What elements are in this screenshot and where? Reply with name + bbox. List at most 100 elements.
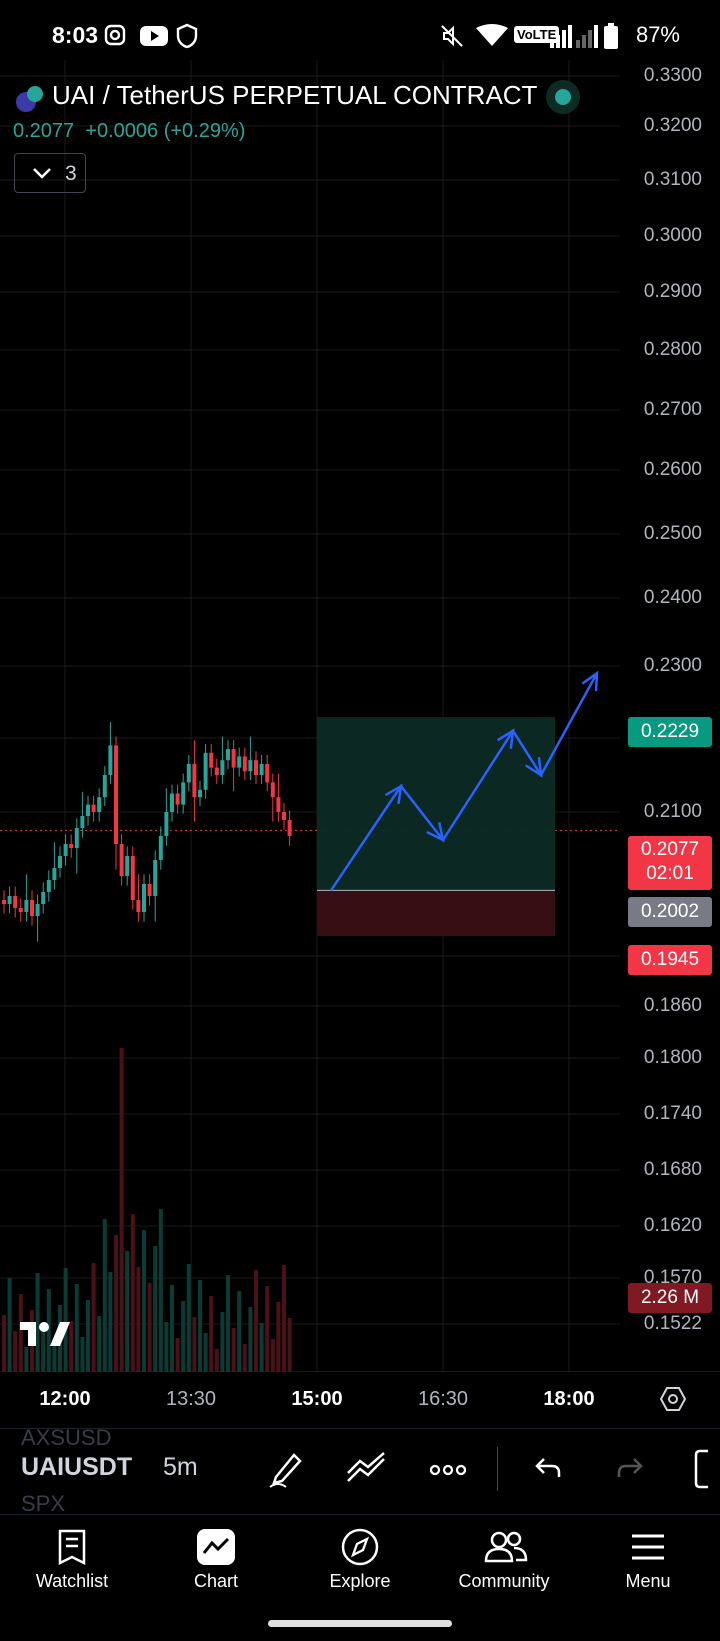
candle-body [41,892,46,904]
nav-label: Explore [329,1571,391,1591]
chart-toolbar: AXSUSD UAIUSDT SPX 5m [0,1425,720,1516]
volume-bar [2,1315,6,1372]
price-axis-label: 0.1800 [643,1047,702,1068]
candle-body [86,804,90,816]
volume-bars [2,1048,292,1372]
candle-body [69,844,74,848]
volume-bar [69,1321,74,1372]
candle-body [91,804,96,812]
wifi-icon [474,24,510,53]
candle-body [181,782,186,805]
adjacent-symbol-above: AXSUSD [21,1425,112,1450]
symbol-logo-icon [14,86,46,119]
volume-bar [242,1344,247,1372]
trend-drawing-icon[interactable] [346,1451,388,1492]
home-indicator[interactable] [268,1620,452,1627]
adjacent-symbol-below: SPX [21,1491,66,1516]
volume-bar [198,1280,202,1372]
volume-bar [41,1326,46,1372]
volume-bar [13,1331,18,1372]
volume-bar [102,1219,107,1372]
mute-icon [440,24,464,53]
nav-label: Menu [625,1571,671,1591]
nav-watchlist[interactable]: Watchlist [0,1515,144,1625]
volume-bar [265,1286,270,1372]
candle-body [203,752,208,790]
last-price: 0.2077 [13,120,75,142]
price-axis-label: 0.2400 [643,587,702,608]
profit-zone [317,717,555,891]
volume-bar [282,1265,286,1372]
volume-bar [7,1278,12,1372]
candle-body [242,756,247,772]
candle-body [259,763,264,775]
price-axis-label: 0.2700 [643,399,702,420]
status-time: 8:03 [52,22,99,48]
time-axis-label: 13:30 [165,1388,217,1410]
price-axis-label: 0.1680 [643,1159,702,1180]
fullscreen-icon[interactable] [694,1449,720,1494]
indicators-toggle-button[interactable]: 3 [14,153,86,193]
price-axis-label: 0.2600 [643,459,702,480]
redo-icon[interactable] [616,1455,644,1486]
volume-bar [214,1349,219,1372]
candle-body [147,884,152,896]
loss-zone [317,890,555,936]
volume-bar [18,1294,23,1372]
candle-body [237,756,242,768]
candle-body [214,767,219,775]
volume-bar [153,1246,158,1372]
candle-body [7,896,12,904]
time-axis-label: 12:00 [39,1388,91,1410]
candle-body [18,908,23,912]
volume-bar [192,1317,197,1372]
price-axis-label: 0.3200 [643,115,702,136]
price-chart[interactable] [0,0,720,1372]
volume-bar [209,1296,214,1372]
battery-level: 87% [635,22,680,47]
projection-arrowhead [581,670,599,692]
projection-arrow-drawing [329,670,599,892]
nav-chart[interactable]: Chart [144,1515,288,1625]
volume-bar [147,1283,152,1372]
candle-body [265,763,270,783]
price-axis-label: 0.1570 [643,1267,702,1288]
symbol-selector[interactable]: UAIUSDT [21,1453,133,1481]
more-icon[interactable] [429,1463,467,1481]
nav-menu[interactable]: Menu [576,1515,720,1625]
shield-icon [176,23,198,54]
nav-explore[interactable]: Explore [288,1515,432,1625]
volume-bar [74,1284,79,1372]
volume-bar [142,1230,146,1372]
volume-bar [52,1342,57,1372]
volume-bar [181,1301,186,1372]
volume-bar [97,1316,102,1372]
menu-icon [632,1534,664,1560]
candle-body [102,775,107,798]
candle-body [270,782,275,798]
undo-icon[interactable] [534,1455,562,1486]
watchlist-icon [58,1529,86,1566]
candle-body [231,749,236,768]
volte-icon: VoLTE [514,26,560,43]
candle-body [24,900,29,912]
price-axis-label: 0.3000 [643,225,702,246]
candle-body [30,900,34,916]
candle-body [58,856,62,868]
interval-selector[interactable]: 5m [163,1453,198,1481]
price-axis-label: 0.1620 [643,1215,702,1236]
price-axis-label: 0.1522 [643,1313,702,1334]
nav-label: Watchlist [35,1571,109,1591]
grid-lines [0,60,720,1372]
settings-icon[interactable] [659,1386,687,1417]
projection-arrowhead [497,728,515,749]
nav-community[interactable]: Community [432,1515,576,1625]
volume-bar [86,1300,90,1372]
candle-body [248,760,253,772]
symbol-title[interactable]: UAI / TetherUS PERPETUAL CONTRACT [52,80,538,110]
volume-bar [164,1322,169,1372]
volume-bar [46,1289,51,1372]
volume-bar [158,1209,163,1372]
pencil-icon[interactable] [268,1449,304,1494]
indicator-count: 3 [65,162,77,185]
